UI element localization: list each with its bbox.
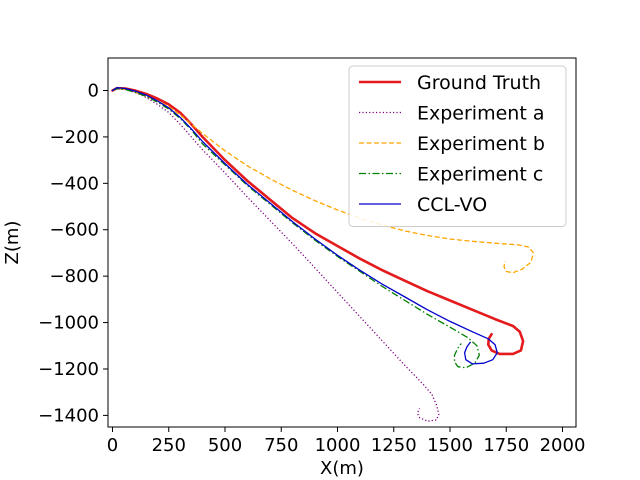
x-tick-label: 1250	[371, 435, 417, 456]
x-axis-label: X(m)	[320, 458, 364, 479]
ticks-layer: 0 250 500 750 1000 1250 1500 1750 2000 0 −200 −400 −…	[38, 80, 585, 456]
x-tick-label: 750	[264, 435, 298, 456]
y-tick-label: −800	[50, 266, 99, 287]
x-tick-label: 1000	[315, 435, 361, 456]
x-tick-label: 250	[152, 435, 186, 456]
plot-frame	[107, 57, 577, 428]
x-tick-label: 1750	[483, 435, 529, 456]
legend: Ground Truth Experiment a Experiment b Expe…	[348, 65, 567, 227]
legend-label: CCL-VO	[417, 194, 487, 216]
series-line-0	[111, 86, 525, 356]
y-tick-label: −600	[50, 220, 99, 241]
legend-label: Experiment c	[417, 164, 543, 186]
x-tick-label: 1500	[427, 435, 473, 456]
series-line-4	[111, 87, 498, 365]
x-tick-label: 500	[208, 435, 242, 456]
y-tick-label: −1400	[38, 405, 99, 426]
y-tick-label: 0	[88, 80, 99, 101]
legend-label: Experiment b	[417, 133, 545, 155]
y-tick-label: −1000	[38, 313, 99, 334]
legend-label: Experiment a	[417, 103, 544, 125]
x-tick-label: 0	[107, 435, 118, 456]
y-tick-label: −200	[50, 127, 99, 148]
y-tick-label: −1200	[38, 359, 99, 380]
y-axis-label: Z(m)	[2, 221, 23, 265]
series-line-1	[112, 87, 440, 422]
legend-label: Ground Truth	[417, 72, 541, 94]
series-line-3	[112, 87, 480, 369]
legend-box	[348, 65, 567, 227]
x-tick-label: 2000	[540, 435, 586, 456]
y-tick-label: −400	[50, 173, 99, 194]
